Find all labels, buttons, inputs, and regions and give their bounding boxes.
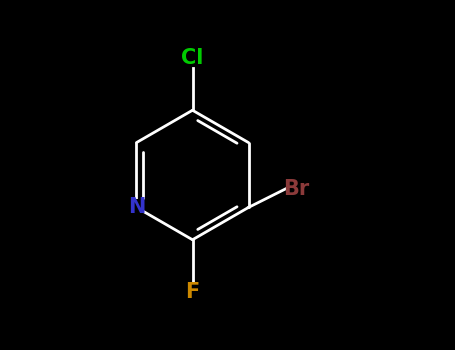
Text: N: N — [128, 197, 145, 217]
Circle shape — [129, 199, 144, 215]
Text: Br: Br — [283, 178, 310, 198]
Text: F: F — [185, 281, 200, 302]
Text: Cl: Cl — [181, 48, 204, 69]
